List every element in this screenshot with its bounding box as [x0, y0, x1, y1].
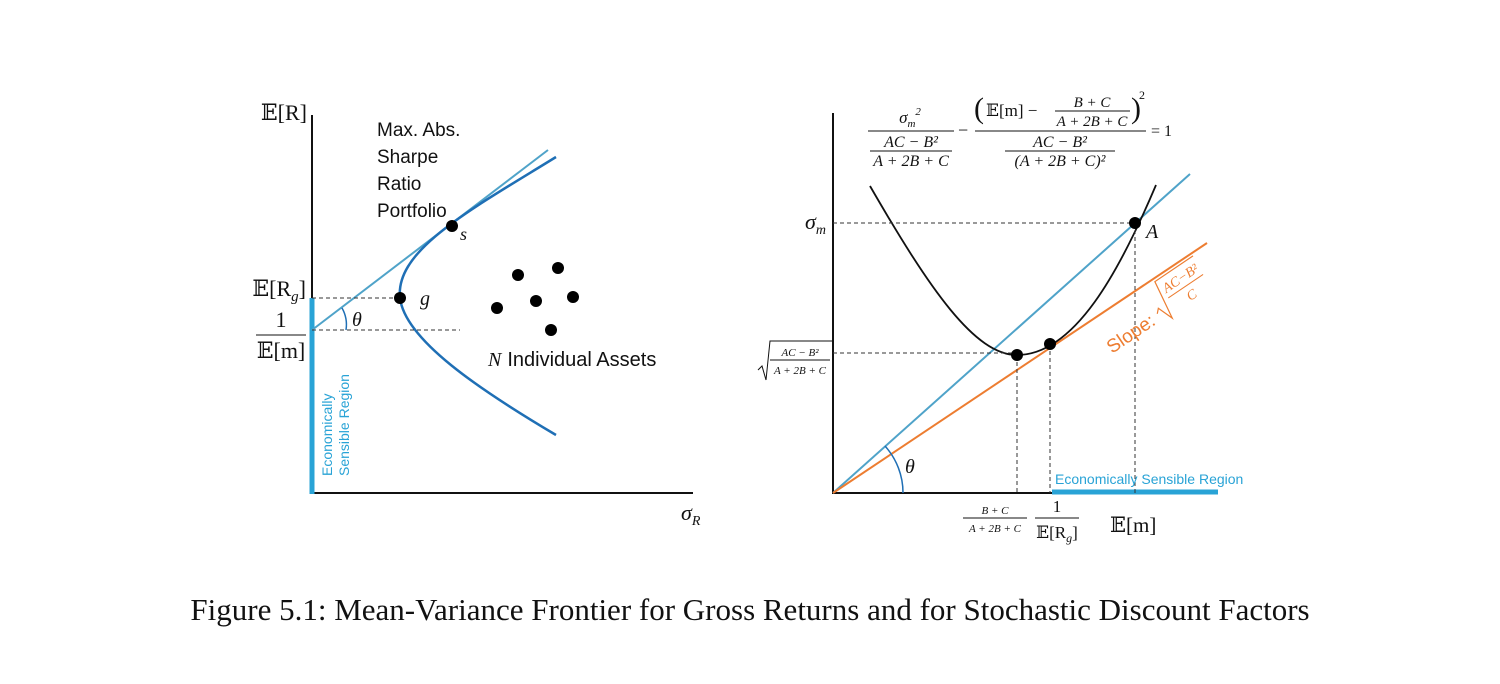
text: 𝔼[R: [252, 276, 291, 301]
point-label: g: [420, 288, 430, 310]
asset-point: [545, 324, 557, 336]
asset-point: [491, 302, 503, 314]
theta: θ: [352, 309, 362, 331]
equation-part: = 1: [1151, 123, 1172, 140]
slope-line: [832, 242, 1208, 494]
caption: Figure 5.1: Mean-Variance Frontier for G…: [190, 592, 1309, 627]
asset-point: [567, 291, 579, 303]
equation-part: σm2: [899, 106, 921, 130]
angle-arc: [341, 307, 348, 331]
equation-part: AC − B²: [883, 134, 939, 151]
text: ]: [299, 276, 306, 301]
tangent-line: [832, 173, 1191, 494]
subscript: R: [691, 514, 701, 529]
left-panel: 𝔼[R] Max. Abs. Sharpe Ratio Portfolio s …: [252, 100, 700, 529]
subscript: m: [907, 118, 915, 130]
equation-part: AC − B²: [1032, 134, 1088, 151]
fraction-numerator: B + C: [982, 505, 1010, 517]
x-axis-label: σR: [681, 500, 701, 529]
point: [394, 292, 406, 304]
text: ]: [1072, 523, 1078, 542]
label-line: Portfolio: [377, 201, 447, 222]
label-line: Ratio: [377, 174, 421, 195]
label-line: Sharpe: [377, 147, 438, 168]
label-line: Max. Abs.: [377, 120, 460, 141]
point: [446, 220, 458, 232]
subscript: m: [816, 223, 826, 238]
y-axis-label: 𝔼[R]: [261, 100, 307, 125]
point: [1044, 338, 1056, 350]
equation-part: −: [958, 120, 968, 140]
equation-part: A + 2B + C: [872, 153, 949, 170]
point-label: A: [1144, 221, 1159, 243]
angle-arc: [884, 445, 904, 494]
fraction-denominator: C: [1184, 287, 1201, 305]
text: σ: [805, 209, 817, 234]
text: Individual Assets: [507, 349, 656, 371]
point-label: s: [460, 224, 467, 244]
superscript: 2: [915, 106, 921, 118]
fraction-numerator: 1: [276, 307, 287, 332]
equation-part: 2: [1139, 88, 1145, 102]
x-axis-label: 𝔼[m]: [1110, 513, 1156, 537]
slope-text: Slope:: [1103, 311, 1159, 359]
equation-part: 𝔼[m] −: [986, 101, 1037, 120]
parabola: [869, 184, 1157, 356]
symbol: N: [487, 349, 503, 371]
sqrt-sign: [1154, 255, 1194, 321]
asset-point: [512, 269, 524, 281]
fraction-numerator: 1: [1053, 497, 1062, 516]
sigma-m-label: σm: [805, 209, 826, 238]
region-label: Economically Sensible Region: [1055, 471, 1243, 487]
label-line: Sensible Region: [336, 374, 352, 476]
fraction-denominator: 𝔼[m]: [257, 338, 306, 363]
fraction-denominator: A + 2B + C: [968, 523, 1022, 535]
portfolio-label: Max. Abs. Sharpe Ratio Portfolio: [377, 120, 460, 222]
asset-point: [530, 295, 542, 307]
right-panel: σm2 AC − B² A + 2B + C − ( 𝔼[m] − B + C …: [757, 88, 1243, 545]
equation-part: (: [974, 92, 984, 125]
subscript: g: [291, 289, 299, 305]
sqrt-sign: [757, 340, 832, 381]
text: σ: [899, 108, 908, 127]
asset-point: [552, 262, 564, 274]
label-line: Economically: [319, 394, 335, 476]
equation-part: A + 2B + C: [1056, 114, 1129, 130]
point: [1011, 349, 1023, 361]
fraction-bar: [1167, 274, 1204, 299]
text: σ: [681, 500, 693, 525]
equation: σm2 AC − B² A + 2B + C − ( 𝔼[m] − B + C …: [868, 88, 1172, 170]
assets-label: N Individual Assets: [487, 349, 656, 371]
fraction-numerator: AC − B²: [781, 347, 820, 359]
point: [1129, 217, 1141, 229]
equation-part: B + C: [1074, 95, 1112, 111]
points: [394, 220, 579, 336]
theta: θ: [905, 456, 915, 478]
text: 𝔼[R: [1036, 523, 1067, 542]
equation-part: ): [1131, 92, 1141, 125]
subscript: g: [1066, 531, 1072, 545]
fraction-denominator: 𝔼[Rg]: [1036, 523, 1078, 545]
equation-part: (A + 2B + C)²: [1015, 153, 1107, 170]
fraction-denominator: A + 2B + C: [773, 365, 827, 377]
region-label: Economically Sensible Region: [319, 374, 352, 476]
expected-rg: 𝔼[Rg]: [252, 276, 306, 305]
